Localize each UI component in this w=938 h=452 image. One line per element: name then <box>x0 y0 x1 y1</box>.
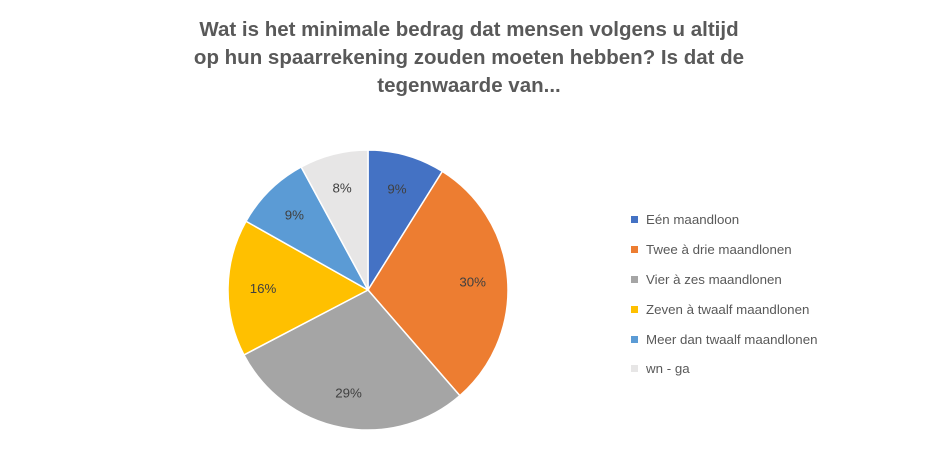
chart-title: Wat is het minimale bedrag dat mensen vo… <box>160 16 778 100</box>
legend-swatch <box>631 305 638 313</box>
legend-label: Vier à zes maandlonen <box>646 271 782 287</box>
legend-swatch <box>631 216 638 224</box>
chart-title-line-3: tegenwaarde van... <box>377 74 561 97</box>
slice-label-een-maandloon: 9% <box>387 182 406 197</box>
chart-title-line-1: Wat is het minimale bedrag dat mensen vo… <box>199 18 739 41</box>
legend-item-een-maandloon: Eén maandloon <box>631 205 818 235</box>
legend-item-meer-dan-twaalf-maandlonen: Meer dan twaalf maandlonen <box>631 324 818 354</box>
chart-title-line-2: op hun spaarrekening zouden moeten hebbe… <box>193 46 745 69</box>
pie-slice-vier-a-zes-maandlonen <box>242 289 461 431</box>
legend-item-wn-ga: wn - ga <box>631 354 818 384</box>
legend-label: Zeven à twaalf maandlonen <box>646 301 810 317</box>
legend-swatch <box>631 335 638 343</box>
pie-slice-labels: 9% 30% 29% 16% 9% 8% <box>250 181 486 401</box>
slice-label-meer-dan-twaalf-maandlonen: 9% <box>285 208 304 223</box>
pie-slice-wn-ga <box>300 149 369 291</box>
legend-swatch <box>631 246 638 254</box>
legend-item-vier-a-zes-maandlonen: Vier à zes maandlonen <box>631 265 818 295</box>
pie-slices <box>227 149 509 431</box>
legend-label: Twee à drie maandlonen <box>646 242 792 258</box>
legend-swatch <box>631 275 638 283</box>
legend-label: Meer dan twaalf maandlonen <box>646 331 818 347</box>
slice-label-zeven-a-twaalf-maandlonen: 16% <box>250 281 277 296</box>
slice-label-twee-a-drie-maandlonen: 30% <box>459 274 486 289</box>
legend-label: Eén maandloon <box>646 212 740 228</box>
legend-item-zeven-a-twaalf-maandlonen: Zeven à twaalf maandlonen <box>631 294 818 324</box>
chart-legend: Eén maandloon Twee à drie maandlonen Vier … <box>631 205 818 384</box>
slice-label-wn-ga: 8% <box>333 181 352 196</box>
legend-label: wn - ga <box>646 361 690 377</box>
legend-swatch <box>631 365 638 373</box>
slice-label-vier-a-zes-maandlonen: 29% <box>335 386 362 401</box>
legend-item-twee-a-drie-maandlonen: Twee à drie maandlonen <box>631 235 818 265</box>
pie-slice-zeven-a-twaalf-maandlonen <box>227 220 370 356</box>
pie-slice-twee-a-drie-maandlonen <box>367 170 509 397</box>
